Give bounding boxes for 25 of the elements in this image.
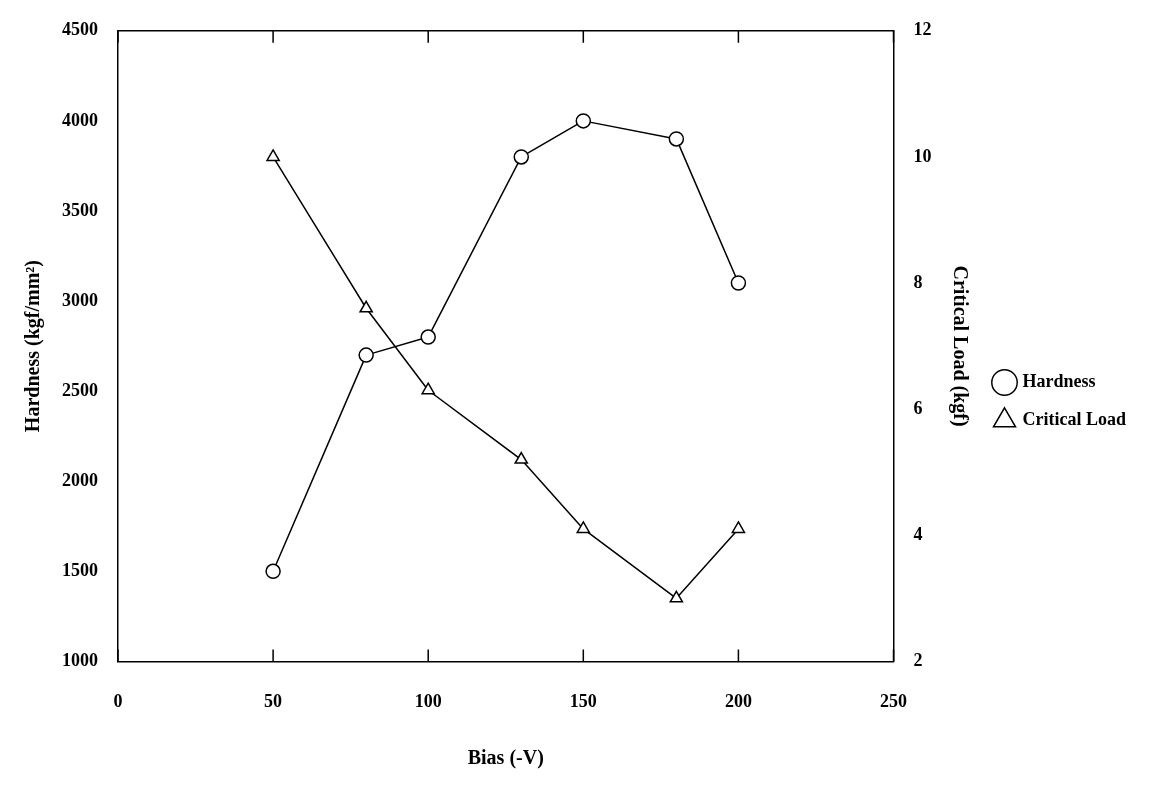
y-tick-label: 3000 — [62, 289, 98, 310]
x-tick-label: 200 — [724, 690, 752, 711]
y-axis-title: Hardness (kgf/mm²) — [21, 260, 45, 433]
y2-tick-label: 12 — [913, 19, 932, 40]
x-tick-label: 100 — [414, 690, 442, 711]
y2-axis-title: Critical Load (kgf) — [949, 265, 973, 427]
y2-tick-label: 4 — [913, 523, 923, 544]
y2-tick-label: 8 — [913, 271, 923, 292]
y-tick-label: 4000 — [62, 109, 98, 130]
legend-label: Hardness — [1022, 371, 1096, 392]
x-tick-label: 250 — [880, 690, 908, 711]
y2-tick-label: 2 — [913, 650, 923, 671]
x-axis-title: Bias (-V) — [467, 746, 544, 770]
y-tick-label: 4500 — [62, 19, 98, 40]
y-tick-label: 3500 — [62, 199, 98, 220]
y-tick-label: 2500 — [62, 379, 98, 400]
y-tick-label: 1000 — [62, 650, 98, 671]
y2-tick-label: 6 — [913, 397, 923, 418]
y-tick-label: 1500 — [62, 559, 98, 580]
y2-tick-label: 10 — [913, 145, 932, 166]
y-tick-label: 2000 — [62, 469, 98, 490]
x-tick-label: 150 — [569, 690, 597, 711]
x-tick-label: 50 — [264, 690, 283, 711]
x-tick-label: 0 — [113, 690, 123, 711]
legend-label: Critical Load — [1022, 409, 1127, 430]
